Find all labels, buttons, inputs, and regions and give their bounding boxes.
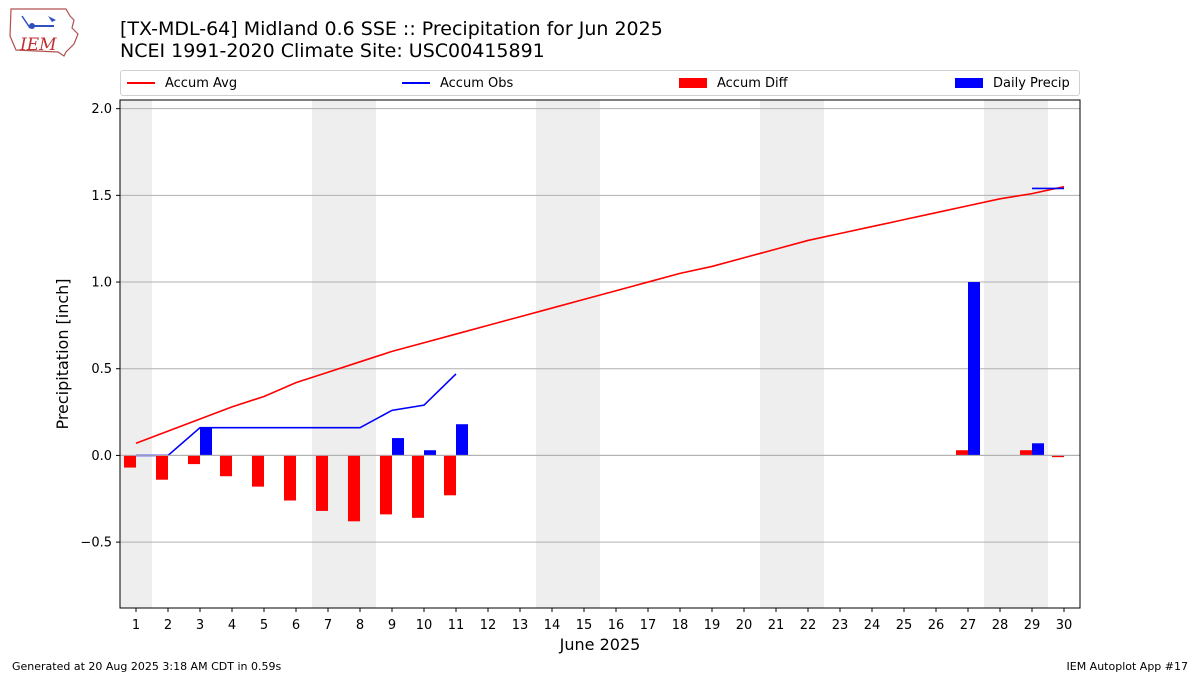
plot-frame xyxy=(119,99,1081,609)
accum-diff-bar-day-1 xyxy=(124,455,136,468)
y-tick-label: 0.5 xyxy=(91,362,112,377)
x-tick-label: 2 xyxy=(164,618,172,633)
accum-diff-bar-day-11 xyxy=(444,455,456,496)
accum-diff-bar-day-30 xyxy=(1052,455,1064,458)
x-tick-label: 28 xyxy=(992,618,1009,633)
legend-label-accum-diff: Accum Diff xyxy=(717,75,788,91)
x-axis-label: June 2025 xyxy=(559,635,641,654)
x-tick-label: 16 xyxy=(608,618,625,633)
x-tick-label: 17 xyxy=(640,618,657,633)
x-tick-label: 30 xyxy=(1056,618,1073,633)
x-tick-label: 5 xyxy=(260,618,268,633)
accum-diff-bar-day-3 xyxy=(188,455,200,465)
legend-swatch-daily-precip xyxy=(955,78,983,88)
legend-item-accum-obs: Accum Obs xyxy=(402,71,513,95)
x-tick-label: 26 xyxy=(928,618,945,633)
x-tick-label: 11 xyxy=(448,618,465,633)
weekend-shade-day-29 xyxy=(1016,100,1048,608)
x-tick-label: 20 xyxy=(736,618,753,633)
x-tick-label: 15 xyxy=(576,618,593,633)
daily-precip-bar-day-3 xyxy=(200,427,212,456)
x-tick-label: 23 xyxy=(832,618,849,633)
legend-item-accum-diff: Accum Diff xyxy=(679,71,788,95)
daily-precip-bar-day-10 xyxy=(424,450,436,456)
weekend-shade-day-15 xyxy=(568,100,600,608)
y-tick-label: 1.0 xyxy=(91,276,112,291)
x-tick-label: 12 xyxy=(480,618,497,633)
weekend-shade-day-1 xyxy=(120,100,152,608)
accum-diff-bar-day-29 xyxy=(1020,450,1032,456)
x-tick-label: 18 xyxy=(672,618,689,633)
x-tick-label: 19 xyxy=(704,618,721,633)
legend-item-accum-avg: Accum Avg xyxy=(127,71,237,95)
accum-diff-bar-day-6 xyxy=(284,455,296,501)
chart-title-line1: [TX-MDL-64] Midland 0.6 SSE :: Precipita… xyxy=(120,18,663,40)
x-tick-label: 9 xyxy=(388,618,396,633)
chart-title-line2: NCEI 1991-2020 Climate Site: USC00415891 xyxy=(120,40,545,62)
accum-diff-bar-day-8 xyxy=(348,455,360,522)
chart-legend: Accum Avg Accum Obs Accum Diff Daily Pre… xyxy=(120,70,1080,96)
legend-swatch-accum-avg xyxy=(127,82,155,84)
x-tick-label: 6 xyxy=(292,618,300,633)
y-axis-label: Precipitation [inch] xyxy=(53,278,72,429)
footer-generated: Generated at 20 Aug 2025 3:18 AM CDT in … xyxy=(12,660,282,673)
legend-label-daily-precip: Daily Precip xyxy=(993,75,1070,91)
y-tick-label: 1.5 xyxy=(91,189,112,204)
weekend-shade-day-21 xyxy=(760,100,792,608)
legend-swatch-accum-obs xyxy=(402,82,430,84)
legend-swatch-accum-diff xyxy=(679,78,707,88)
weekend-shade-day-7 xyxy=(312,100,344,608)
weekend-shade-day-28 xyxy=(984,100,1016,608)
x-tick-label: 13 xyxy=(512,618,529,633)
x-tick-label: 21 xyxy=(768,618,785,633)
accum-diff-bar-day-4 xyxy=(220,455,232,477)
x-tick-label: 24 xyxy=(864,618,881,633)
x-tick-label: 10 xyxy=(416,618,433,633)
weekend-shade-day-22 xyxy=(792,100,824,608)
accum-diff-bar-day-5 xyxy=(252,455,264,487)
daily-precip-bar-day-9 xyxy=(392,438,404,456)
x-tick-label: 1 xyxy=(132,618,140,633)
accum-diff-bar-day-9 xyxy=(380,455,392,515)
legend-label-accum-avg: Accum Avg xyxy=(165,75,238,91)
daily-precip-bar-day-29 xyxy=(1032,443,1044,456)
legend-item-daily-precip: Daily Precip xyxy=(955,71,1070,95)
x-tick-label: 7 xyxy=(324,618,332,633)
x-tick-label: 25 xyxy=(896,618,913,633)
weekend-shade-day-8 xyxy=(344,100,376,608)
accum-diff-bar-day-10 xyxy=(412,455,424,518)
legend-label-accum-obs: Accum Obs xyxy=(440,75,514,91)
x-tick-label: 8 xyxy=(356,618,364,633)
y-tick-label: 0.0 xyxy=(91,449,112,464)
logo-text: IEM xyxy=(19,35,57,55)
accum-obs-line xyxy=(136,373,457,457)
x-tick-label: 22 xyxy=(800,618,817,633)
accum-avg-line xyxy=(135,185,1065,445)
y-tick-label: 2.0 xyxy=(91,102,112,117)
daily-precip-bar-day-11 xyxy=(456,424,468,456)
accum-diff-bar-day-2 xyxy=(156,455,168,480)
x-tick-label: 29 xyxy=(1024,618,1041,633)
iem-logo: IEM xyxy=(9,8,79,57)
footer-app: IEM Autoplot App #17 xyxy=(1066,660,1189,673)
x-tick-label: 4 xyxy=(228,618,236,633)
accum-diff-bar-day-7 xyxy=(316,455,328,511)
daily-precip-bar-day-27 xyxy=(968,282,980,456)
x-tick-label: 3 xyxy=(196,618,204,633)
accum-diff-bar-day-27 xyxy=(956,450,968,456)
x-tick-label: 14 xyxy=(544,618,561,633)
x-tick-label: 27 xyxy=(960,618,977,633)
weekend-shade-day-14 xyxy=(536,100,568,608)
y-tick-label: −0.5 xyxy=(80,536,112,551)
